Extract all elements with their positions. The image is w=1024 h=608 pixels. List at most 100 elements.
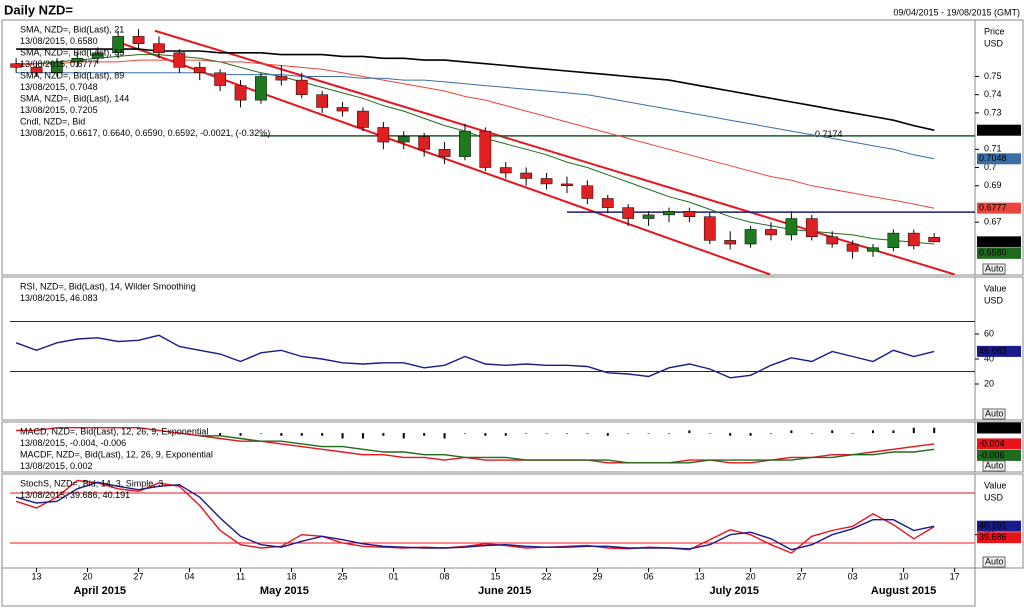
histogram-bar xyxy=(627,433,630,434)
value-tag-label: 40.191 xyxy=(979,521,1007,531)
date-range: 09/04/2015 - 19/08/2015 (GMT) xyxy=(893,7,1020,17)
y-tick-label: 0.75 xyxy=(984,71,1002,81)
candle-body xyxy=(561,183,573,187)
x-tick-label: 20 xyxy=(746,571,756,581)
candle-body xyxy=(499,167,512,174)
indicator-line xyxy=(199,435,935,464)
histogram-bar xyxy=(321,433,324,436)
value-tag-label: 0.6777 xyxy=(979,203,1007,213)
candle-body xyxy=(724,240,737,245)
legend-entry: MACD, NZD=, Bid(Last), 12, 26, 9, Expone… xyxy=(20,426,208,436)
x-axis-area xyxy=(1,567,976,607)
value-tag xyxy=(977,438,1021,450)
x-tick-label: 10 xyxy=(899,571,909,581)
legend-entry: Cndl, NZD=, Bid xyxy=(20,116,85,126)
axis-area xyxy=(974,19,1024,276)
panel-frame xyxy=(1,473,976,569)
y-axis-title: Price xyxy=(984,26,1005,36)
candle-body xyxy=(928,237,941,243)
legend-entry: 13/08/2015, 46.083 xyxy=(20,293,98,303)
candle-body xyxy=(336,107,349,112)
legend-entry: SMA, NZD=, Bid(Last), 21 xyxy=(20,24,124,34)
value-tag-label: 0.6592 xyxy=(979,236,1007,246)
indicator-line xyxy=(15,334,935,379)
candle-body xyxy=(214,72,226,86)
candle-body xyxy=(663,211,675,216)
value-tag xyxy=(977,247,1021,259)
legend-entry: SMA, NZD=, Bid(Last), 55 xyxy=(20,47,124,57)
candle-body xyxy=(703,216,716,241)
histogram-bar xyxy=(565,433,568,434)
value-tag xyxy=(977,345,1021,357)
candle-body xyxy=(622,207,635,219)
legend-entry: RSI, NZD=, Bid(Last), 14, Wilder Smoothi… xyxy=(20,281,196,291)
x-tick-label: 25 xyxy=(338,571,348,581)
x-tick-label: 08 xyxy=(440,571,450,581)
indicator-line xyxy=(16,427,935,464)
value-tag-label: 0.7048 xyxy=(979,153,1007,163)
value-tag xyxy=(977,422,1021,434)
histogram-bar xyxy=(259,433,262,434)
histogram-bar xyxy=(647,433,650,434)
candle-body xyxy=(51,61,63,74)
candle-body xyxy=(540,178,553,185)
auto-button-label[interactable]: Auto xyxy=(985,408,1004,418)
value-tag-label: 0.6580 xyxy=(979,248,1007,258)
histogram-bar xyxy=(831,430,834,434)
legend-entry: 13/08/2015, 0.7048 xyxy=(20,82,98,92)
value-tag xyxy=(977,202,1021,214)
auto-button-label[interactable]: Auto xyxy=(985,556,1004,566)
trend-line xyxy=(154,29,955,276)
value-tag-label: -0.004 xyxy=(979,438,1005,448)
candle-body xyxy=(397,136,410,143)
histogram-bar xyxy=(810,433,813,434)
auto-button[interactable] xyxy=(982,263,1006,275)
x-month-label: May 2015 xyxy=(260,585,309,597)
y-tick-label: 20 xyxy=(984,378,994,388)
histogram-bar xyxy=(912,427,915,434)
histogram-bar xyxy=(606,433,609,436)
histogram-bar xyxy=(688,430,691,434)
indicator-line xyxy=(15,479,935,554)
auto-button[interactable] xyxy=(982,556,1006,568)
candle-body xyxy=(867,247,879,252)
histogram-bar xyxy=(729,433,732,436)
x-tick-label: 01 xyxy=(389,571,399,581)
x-tick-label: 27 xyxy=(797,571,807,581)
y-axis-unit: USD xyxy=(984,492,1004,502)
candle-body xyxy=(255,76,267,101)
legend-entry: MACDF, NZD=, Bid(Last), 12, 26, 9, Expon… xyxy=(20,449,213,459)
candle-body xyxy=(642,214,655,219)
legend-entry: 13/08/2015, 0.6580 xyxy=(20,36,98,46)
candle-body xyxy=(581,185,594,199)
auto-button[interactable] xyxy=(982,460,1006,472)
x-tick-label: 13 xyxy=(695,571,705,581)
value-tag-label: -0.006 xyxy=(979,450,1005,460)
x-tick-label: 04 xyxy=(185,571,195,581)
horizontal-line-label: 0.7174 xyxy=(815,129,843,139)
candle-body xyxy=(153,43,165,54)
histogram-bar xyxy=(402,433,405,439)
histogram-bar xyxy=(504,433,507,436)
legend-entry: 13/08/2015, 0.002 xyxy=(20,461,93,471)
candle-body xyxy=(846,243,859,252)
auto-button[interactable] xyxy=(982,408,1006,420)
x-tick-label: 27 xyxy=(134,571,144,581)
candle-body xyxy=(459,130,471,157)
y-axis-unit: USD xyxy=(984,38,1004,48)
candle-body xyxy=(765,229,777,236)
histogram-bar xyxy=(300,433,303,436)
auto-button-label[interactable]: Auto xyxy=(985,263,1004,273)
candle-body xyxy=(357,110,369,128)
histogram-bar xyxy=(667,433,670,434)
candle-body xyxy=(377,127,390,143)
candle-body xyxy=(520,172,533,179)
candle-body xyxy=(316,94,329,108)
histogram-bar xyxy=(749,433,752,436)
histogram-bar xyxy=(443,433,446,439)
auto-button-label[interactable]: Auto xyxy=(985,460,1004,470)
y-tick-label: 60 xyxy=(984,328,994,338)
histogram-bar xyxy=(463,433,466,434)
candle-body xyxy=(438,149,451,157)
